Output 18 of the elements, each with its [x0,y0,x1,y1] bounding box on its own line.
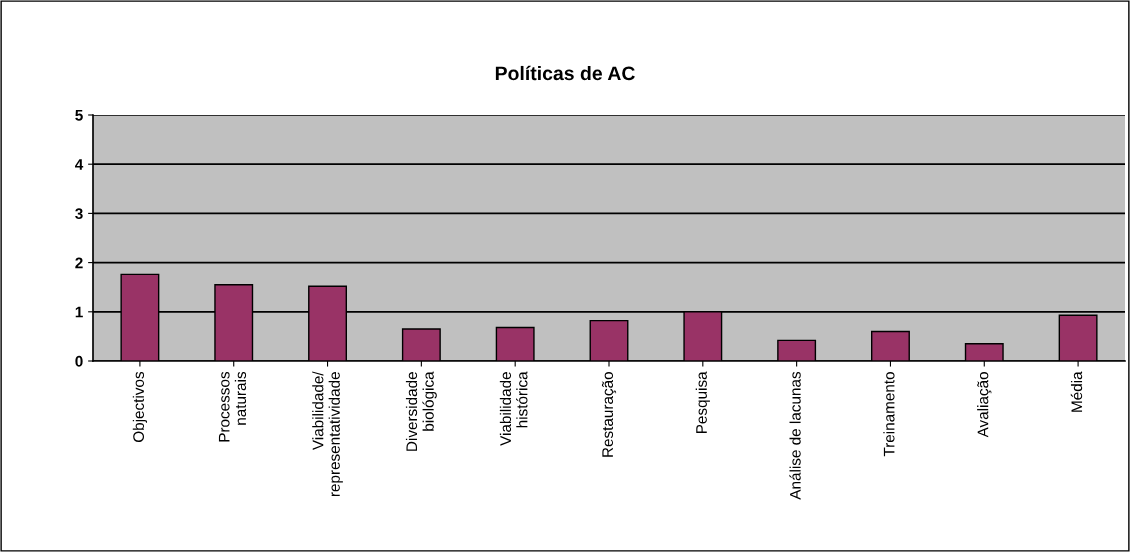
y-tick-label: 1 [75,306,83,318]
x-tick-label: Restauração [601,372,617,457]
y-tick-label: 3 [75,208,83,220]
y-tick-label: 4 [75,159,84,170]
x-tick-label: Treinamento [883,372,895,457]
y-tick-label: 0 [75,355,83,367]
x-tick-label: Diversidade biológica [405,371,437,451]
x-tick-label: Avaliação [977,372,992,438]
x-tick-label: Objectivos [132,371,148,443]
x-tick-label: Viabilidade/ representatividade [312,371,343,497]
chart-title: Políticas de AC [495,65,635,81]
y-tick-label: 2 [75,257,83,269]
x-tick-label: Análise de lacunas [789,371,801,500]
x-tick-label: Média [1070,371,1083,412]
y-tick-label: 5 [75,110,83,121]
x-tick-label: Pesquisa [695,371,710,434]
x-tick-label: Viabilidade histórica [499,371,528,446]
x-tick-label: Processos naturais [218,371,247,442]
